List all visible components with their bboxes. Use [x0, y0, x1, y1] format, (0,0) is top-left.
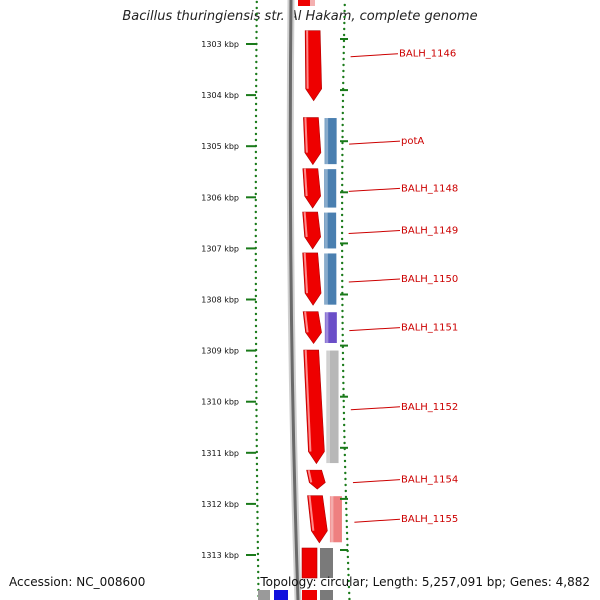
- cds-arrow: [302, 168, 321, 209]
- map-title: Bacillus thuringiensis str. Al Hakam, co…: [122, 9, 478, 24]
- feature-partial: [258, 590, 270, 600]
- cog-block-highlight: [324, 168, 328, 209]
- cds-arrow-partial: [301, 547, 318, 579]
- cds-highlight: [307, 469, 313, 483]
- gene-label-track: BALH_1146 potA BALH_1148 BALH_1149 BALH_1150…: [348, 49, 458, 525]
- cog-block-highlight: [324, 212, 328, 249]
- cds-highlight: [303, 252, 309, 294]
- cds-highlight: [304, 349, 312, 452]
- topology-summary: Topology: circular; Length: 5,257,091 bp…: [260, 575, 590, 589]
- outer-dotted-ring: [254, 0, 260, 598]
- cog-block-highlight: [327, 350, 331, 464]
- cds-arrow: [304, 30, 322, 102]
- kbp-tick-label: 1306 kbp: [201, 193, 239, 202]
- kbp-tick-label: 1307 kbp: [201, 244, 239, 253]
- cog-block: [323, 117, 338, 166]
- cog-block-highlight: [325, 311, 329, 344]
- gene-label: BALH_1152: [401, 402, 458, 413]
- cds-highlight: [303, 211, 308, 238]
- gene-label: BALH_1154: [401, 475, 458, 486]
- kbp-tick-label: 1313 kbp: [201, 551, 239, 560]
- cds-highlight: [303, 168, 308, 197]
- cog-block-partial: [310, 0, 315, 6]
- top-feature-stubs: [298, 0, 315, 6]
- cog-block-highlight: [330, 495, 334, 543]
- cds-arrow: [307, 495, 328, 544]
- gene-label: BALH_1150: [401, 274, 458, 285]
- cds-highlight: [308, 495, 315, 531]
- gene-label-leader: [348, 278, 401, 283]
- gene-label: BALH_1148: [401, 183, 458, 194]
- cog-feature-track: [323, 117, 343, 544]
- cog-block: [323, 211, 338, 250]
- cog-block: [323, 311, 338, 344]
- cds-arrow-partial: [298, 0, 311, 6]
- cds-feature-track: [302, 30, 328, 544]
- gene-label-leader: [350, 406, 401, 411]
- gene-label-leader: [354, 518, 401, 523]
- kbp-tick-label: 1311 kbp: [201, 449, 239, 458]
- accession-text: Accession: NC_008600: [9, 575, 146, 589]
- feature-partial: [302, 590, 317, 600]
- cds-arrow: [302, 311, 322, 345]
- bottom-feature-stubs: [258, 547, 333, 600]
- inner-dotted-ring: [340, 3, 351, 600]
- cog-block-partial: [320, 548, 333, 578]
- gene-label-leader: [352, 479, 401, 484]
- cds-highlight: [306, 30, 309, 89]
- genome-backbone: [288, 0, 300, 600]
- kbp-tick-label: 1303 kbp: [201, 40, 239, 49]
- cds-highlight: [304, 117, 308, 153]
- cog-block: [328, 495, 343, 544]
- gene-label: BALH_1146: [399, 49, 456, 60]
- gene-label: potA: [401, 136, 424, 147]
- cog-block: [323, 252, 338, 306]
- gene-label: BALH_1149: [401, 226, 458, 237]
- cds-arrow: [302, 211, 321, 250]
- feature-partial: [274, 590, 288, 600]
- cds-arrow: [303, 117, 322, 166]
- kbp-tick-label: 1309 kbp: [201, 347, 239, 356]
- cog-block-highlight: [324, 252, 328, 306]
- cog-block-highlight: [325, 117, 329, 165]
- kbp-tick-label: 1310 kbp: [201, 398, 239, 407]
- cog-block: [323, 168, 338, 209]
- gene-label: BALH_1151: [401, 323, 458, 334]
- kbp-tick-label: 1308 kbp: [201, 296, 239, 305]
- kbp-tick-label: 1312 kbp: [201, 500, 239, 509]
- cog-block: [325, 349, 340, 465]
- gene-label: BALH_1155: [401, 514, 458, 525]
- gene-label-leader: [350, 53, 399, 58]
- kbp-tick-track: 1303 kbp 1304 kbp 1305 kbp 1306 kbp 1307 kbp…: [201, 38, 348, 560]
- gene-label-leader: [348, 230, 401, 235]
- gene-label-leader: [348, 187, 401, 192]
- cds-arrow: [306, 469, 326, 490]
- feature-partial: [320, 590, 333, 600]
- gene-label-leader: [349, 327, 401, 332]
- kbp-tick-label: 1304 kbp: [201, 91, 239, 100]
- cds-highlight: [304, 311, 309, 333]
- gene-label-leader: [349, 140, 401, 145]
- kbp-tick-label: 1305 kbp: [201, 142, 239, 151]
